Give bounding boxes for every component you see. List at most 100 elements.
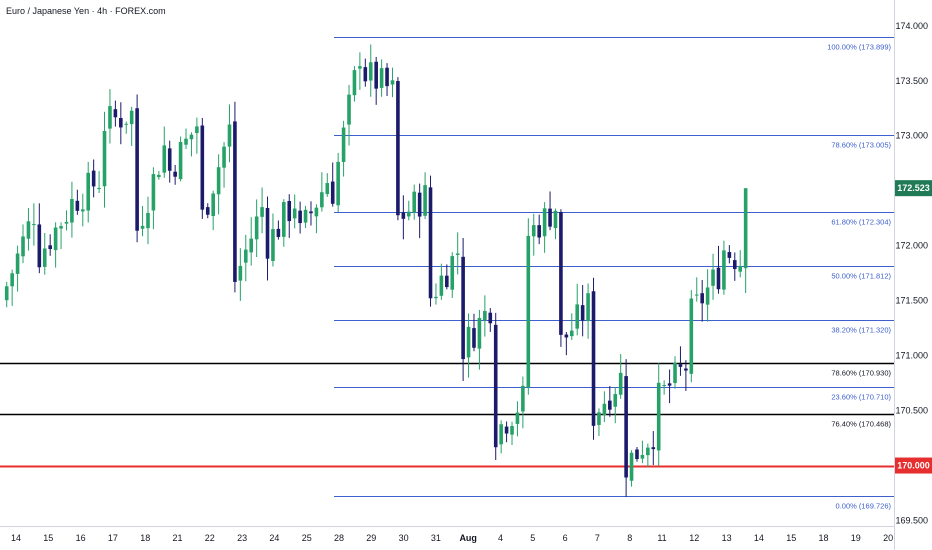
candle-body[interactable] [298,210,302,224]
candle-body[interactable] [108,106,112,129]
candle-body[interactable] [401,212,406,219]
candle-body[interactable] [358,66,362,69]
candle-body[interactable] [320,192,324,208]
candle-body[interactable] [4,286,9,301]
candle-body[interactable] [75,200,80,211]
candle-body[interactable] [260,207,264,217]
candle-body[interactable] [575,304,580,329]
candle-body[interactable] [548,208,552,227]
candle-body[interactable] [91,170,96,187]
candle-body[interactable] [526,235,531,388]
candle-body[interactable] [200,125,205,210]
candle-body[interactable] [553,210,558,229]
candle-body[interactable] [167,148,172,171]
candle-body[interactable] [705,287,710,305]
candle-body[interactable] [466,326,471,358]
candle-body[interactable] [227,124,232,147]
candle-body[interactable] [439,275,444,296]
candle-body[interactable] [282,202,286,237]
candle-body[interactable] [21,236,25,257]
candle-body[interactable] [162,145,167,173]
candle-body[interactable] [129,110,134,125]
candle-body[interactable] [15,253,20,274]
candle-body[interactable] [423,185,427,216]
candle-body[interactable] [265,207,270,259]
candle-body[interactable] [271,229,275,261]
candle-body[interactable] [515,412,520,424]
candle-body[interactable] [396,81,400,216]
candle-body[interactable] [53,227,58,251]
candle-body[interactable] [727,252,732,258]
candle-body[interactable] [521,385,525,412]
candle-body[interactable] [216,167,221,195]
candle-body[interactable] [146,212,150,229]
candle-body[interactable] [542,208,547,237]
candle-body[interactable] [510,426,514,435]
candle-body[interactable] [80,209,85,212]
candle-body[interactable] [314,207,319,217]
candle-body[interactable] [42,248,47,267]
candle-body[interactable] [624,376,628,478]
price-axis[interactable]: 174.000173.500173.000172.500172.000171.5… [894,0,932,550]
candle-body[interactable] [635,449,639,460]
candle-body[interactable] [455,253,460,255]
candle-body[interactable] [249,238,254,253]
candle-body[interactable] [325,183,330,195]
candle-body[interactable] [732,260,737,270]
candle-body[interactable] [678,364,683,367]
candle-body[interactable] [504,426,509,434]
candle-body[interactable] [385,67,389,87]
candle-body[interactable] [113,109,118,118]
candle-body[interactable] [97,188,101,190]
candle-body[interactable] [59,226,63,229]
candle-body[interactable] [303,209,308,223]
candle-body[interactable] [341,127,346,162]
candle-body[interactable] [86,172,91,211]
candle-body[interactable] [173,171,177,177]
candle-body[interactable] [178,141,183,180]
candle-body[interactable] [483,311,487,321]
candle-body[interactable] [569,330,574,337]
candle-body[interactable] [656,382,661,451]
candle-body[interactable] [559,211,563,335]
candle-body[interactable] [243,249,248,263]
candle-body[interactable] [499,424,503,445]
candle-body[interactable] [390,80,395,85]
candle-body[interactable] [48,245,52,250]
candle-body[interactable] [743,188,748,269]
candle-body[interactable] [537,225,541,238]
candle-body[interactable] [493,324,498,448]
candle-body[interactable] [667,383,672,386]
candle-body[interactable] [352,70,357,96]
candle-body[interactable] [450,256,455,290]
candle-body[interactable] [613,394,618,407]
candle-body[interactable] [716,267,721,290]
candle-body[interactable] [10,273,14,287]
candle-body[interactable] [477,318,482,349]
candle-body[interactable] [694,294,699,296]
candle-body[interactable] [189,134,194,140]
candle-body[interactable] [711,269,715,286]
candle-body[interactable] [412,191,417,213]
candle-body[interactable] [124,123,129,125]
candle-body[interactable] [374,61,378,89]
candle-body[interactable] [205,207,210,215]
candle-body[interactable] [608,400,612,410]
candle-body[interactable] [472,328,476,348]
candle-body[interactable] [37,224,42,268]
candle-body[interactable] [640,454,645,459]
candle-body[interactable] [135,108,139,231]
candle-body[interactable] [276,228,281,237]
candle-body[interactable] [417,192,422,217]
candle-body[interactable] [618,372,623,395]
candle-body[interactable] [102,130,107,187]
candle-body[interactable] [211,193,215,217]
candle-body[interactable] [580,305,585,321]
candle-body[interactable] [379,68,384,88]
candle-body[interactable] [700,293,704,304]
candle-body[interactable] [157,174,161,178]
candle-body[interactable] [738,265,743,272]
candle-body[interactable] [238,265,243,281]
candle-body[interactable] [646,447,650,456]
